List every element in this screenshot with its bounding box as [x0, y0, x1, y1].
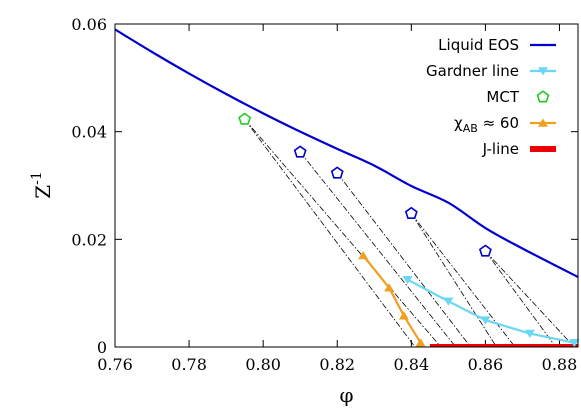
legend-label-main: Gardner line [426, 62, 519, 80]
data-point-marker [330, 166, 344, 179]
x-tick-label: 0.82 [319, 355, 355, 374]
series-liquid-eos-line [115, 28, 578, 278]
data-point-marker [480, 316, 491, 325]
y-axis-title: Z-1 [29, 171, 55, 199]
x-tick-label: 0.76 [97, 355, 133, 374]
legend: Liquid EOS Gardner line MCT χAB ≈ 60 J-line [426, 36, 556, 158]
tie-line [244, 119, 416, 347]
series-line [362, 254, 422, 344]
legend-label: J-line [482, 140, 519, 158]
tie-line [485, 250, 557, 347]
tie-line [299, 151, 457, 347]
svg-text:Z-1: Z-1 [29, 171, 55, 199]
x-tick-label: 0.84 [394, 355, 430, 374]
y-tick-label: 0.04 [71, 123, 107, 142]
data-point-marker [238, 112, 252, 125]
marker-layer [238, 112, 580, 348]
legend-swatch-marker [538, 118, 548, 127]
data-point-marker [415, 338, 426, 347]
data-point-marker [569, 338, 580, 348]
plot-frame [114, 23, 579, 348]
data-point-marker [293, 145, 307, 158]
x-axis-title: φ [339, 383, 353, 407]
data-point-marker [384, 283, 395, 292]
x-tick-label: 0.88 [542, 355, 578, 374]
data-point-marker [404, 206, 418, 219]
legend-label: Gardner line [426, 62, 519, 80]
tie-line [485, 250, 575, 347]
legend-label-main: χ [454, 114, 463, 132]
legend-label-main: J-line [482, 140, 519, 158]
legend-label-main: Liquid EOS [438, 36, 519, 54]
data-point-marker [402, 275, 413, 285]
tie-line [410, 213, 497, 347]
legend-label-suffix: ≈ 60 [478, 114, 519, 132]
y-axis-title-main: Z [31, 185, 55, 199]
data-point-marker [478, 244, 492, 257]
data-point-marker [524, 329, 535, 339]
x-tick-label: 0.86 [468, 355, 504, 374]
y-axis-title-sup: -1 [29, 171, 45, 185]
data-point-marker [358, 250, 369, 260]
legend-swatch-marker [538, 67, 548, 76]
legend-label-main: MCT [486, 88, 519, 106]
tie-line [244, 119, 442, 347]
legend-label-sub: AB [463, 122, 478, 135]
y-tick-label: 0 [97, 338, 107, 357]
y-tick-label: 0.06 [71, 15, 107, 34]
tie-line [336, 172, 471, 347]
legend-label: χAB ≈ 60 [454, 114, 519, 135]
x-tick-label: 0.80 [245, 355, 281, 374]
y-tick-label: 0.02 [71, 230, 107, 249]
legend-label: Liquid EOS [438, 36, 519, 54]
data-point-marker [398, 311, 409, 320]
tick-labels: 0.76 0.78 0.80 0.82 0.84 0.86 0.88 0 0.02 0.04 0.0… [71, 15, 577, 374]
legend-swatch [536, 90, 550, 103]
data-point-marker [443, 297, 454, 306]
legend-label: MCT [486, 88, 519, 106]
x-tick-label: 0.78 [171, 355, 207, 374]
